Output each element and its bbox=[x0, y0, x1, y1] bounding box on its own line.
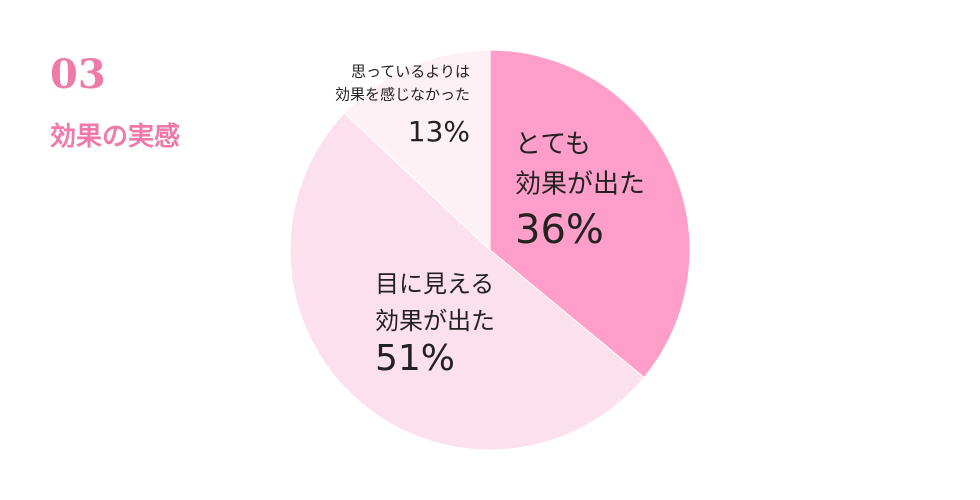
slice-label: 目に見える bbox=[375, 270, 494, 298]
pie-slice bbox=[343, 49, 491, 252]
value-label: 13% bbox=[408, 115, 470, 148]
value-label: 51% bbox=[375, 338, 455, 379]
section-number: 03 bbox=[50, 51, 106, 98]
slice-label: 効果が出た bbox=[375, 307, 495, 335]
slice-label: 思っているよりは bbox=[351, 63, 470, 81]
slice-label: 効果を感じなかった bbox=[335, 86, 470, 104]
chart-title: 効果の実感 bbox=[50, 121, 180, 152]
slice-label: とても bbox=[515, 130, 591, 160]
pie-slice bbox=[489, 49, 691, 379]
pie-slice bbox=[289, 112, 645, 451]
value-label: 36% bbox=[515, 207, 604, 253]
slice-label: 効果が出た bbox=[515, 170, 645, 200]
